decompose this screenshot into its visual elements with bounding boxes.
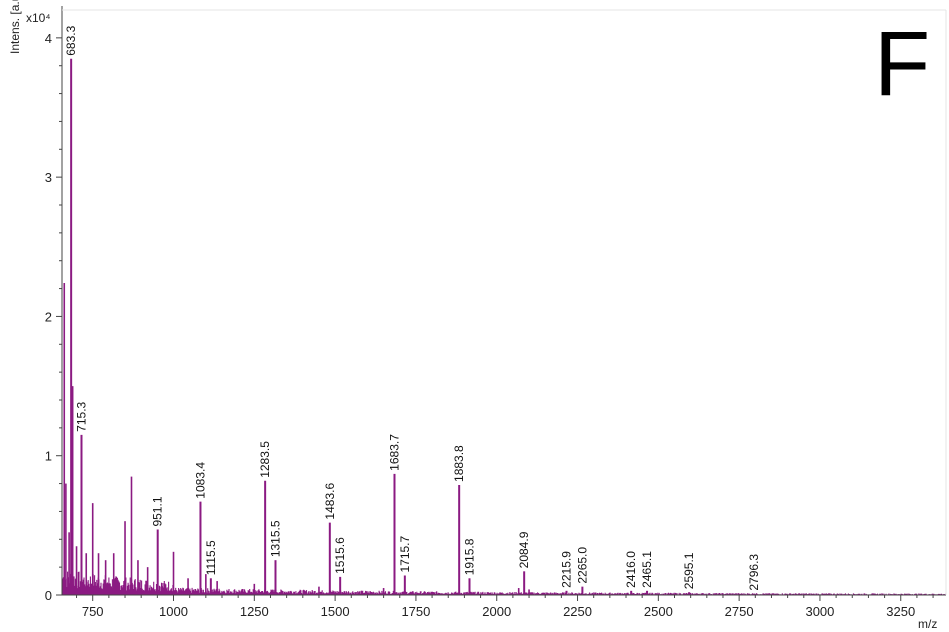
baseline-noise-path	[62, 571, 947, 595]
peak-label: 1315.5	[268, 520, 282, 557]
x-tick-label: 2250	[563, 604, 592, 619]
y-tick-label: 0	[45, 588, 52, 603]
peak-label: 1883.8	[452, 445, 466, 482]
x-tick-label: 2750	[725, 604, 754, 619]
peak-label: 2416.0	[624, 551, 638, 588]
peak-label: 1283.5	[258, 441, 272, 478]
peak-label: 1915.8	[463, 538, 477, 575]
x-tick-label: 1250	[240, 604, 269, 619]
x-tick-label: 2500	[644, 604, 673, 619]
peak-labels: 683.3 715.3 951.1 1083.4 1115.5 1283.5 1315.5 1…	[64, 25, 761, 590]
y-axis-label: Intens. [a.u.]	[8, 0, 22, 54]
peak-label: 951.1	[151, 496, 165, 526]
peak-label: 2084.9	[517, 531, 531, 568]
peak-label: 2796.3	[747, 554, 761, 591]
axes: 0 1 2 3 4 750 1000 1250 1500 1750 2000 2250 2500 2750…	[45, 6, 947, 619]
baseline-noise	[62, 571, 947, 595]
x-tick-label: 1500	[321, 604, 350, 619]
y-tick-label: 2	[45, 309, 52, 324]
x-tick-label: 2000	[482, 604, 511, 619]
peak-label: 1483.6	[323, 483, 337, 520]
x-tick-label: 3250	[886, 604, 915, 619]
y-tick-label: 3	[45, 170, 52, 185]
peak-label: 2595.1	[682, 552, 696, 589]
y-tick-label: 1	[45, 449, 52, 464]
x-tick-label: 1000	[159, 604, 188, 619]
panel-label: F	[874, 13, 931, 115]
peak-label: 1115.5	[204, 540, 218, 575]
peak-label: 2265.0	[575, 547, 589, 584]
y-tick-label: 4	[45, 31, 52, 46]
peak-label: 2465.1	[640, 551, 654, 588]
y-axis-multiplier: x10⁴	[26, 11, 51, 25]
peak-label: 1083.4	[193, 462, 207, 499]
peak-label: 1683.7	[387, 434, 401, 471]
peak-layer	[63, 58, 756, 595]
x-axis-label: m/z	[918, 617, 937, 631]
peak-label: 715.3	[74, 401, 88, 431]
peak-label: 2215.9	[560, 551, 574, 588]
peak-label: 1515.6	[333, 537, 347, 574]
x-tick-label: 750	[82, 604, 104, 619]
peak-label: 1715.7	[398, 535, 412, 572]
x-tick-label: 3000	[805, 604, 834, 619]
peak-label: 683.3	[64, 25, 78, 55]
x-tick-label: 1750	[401, 604, 430, 619]
